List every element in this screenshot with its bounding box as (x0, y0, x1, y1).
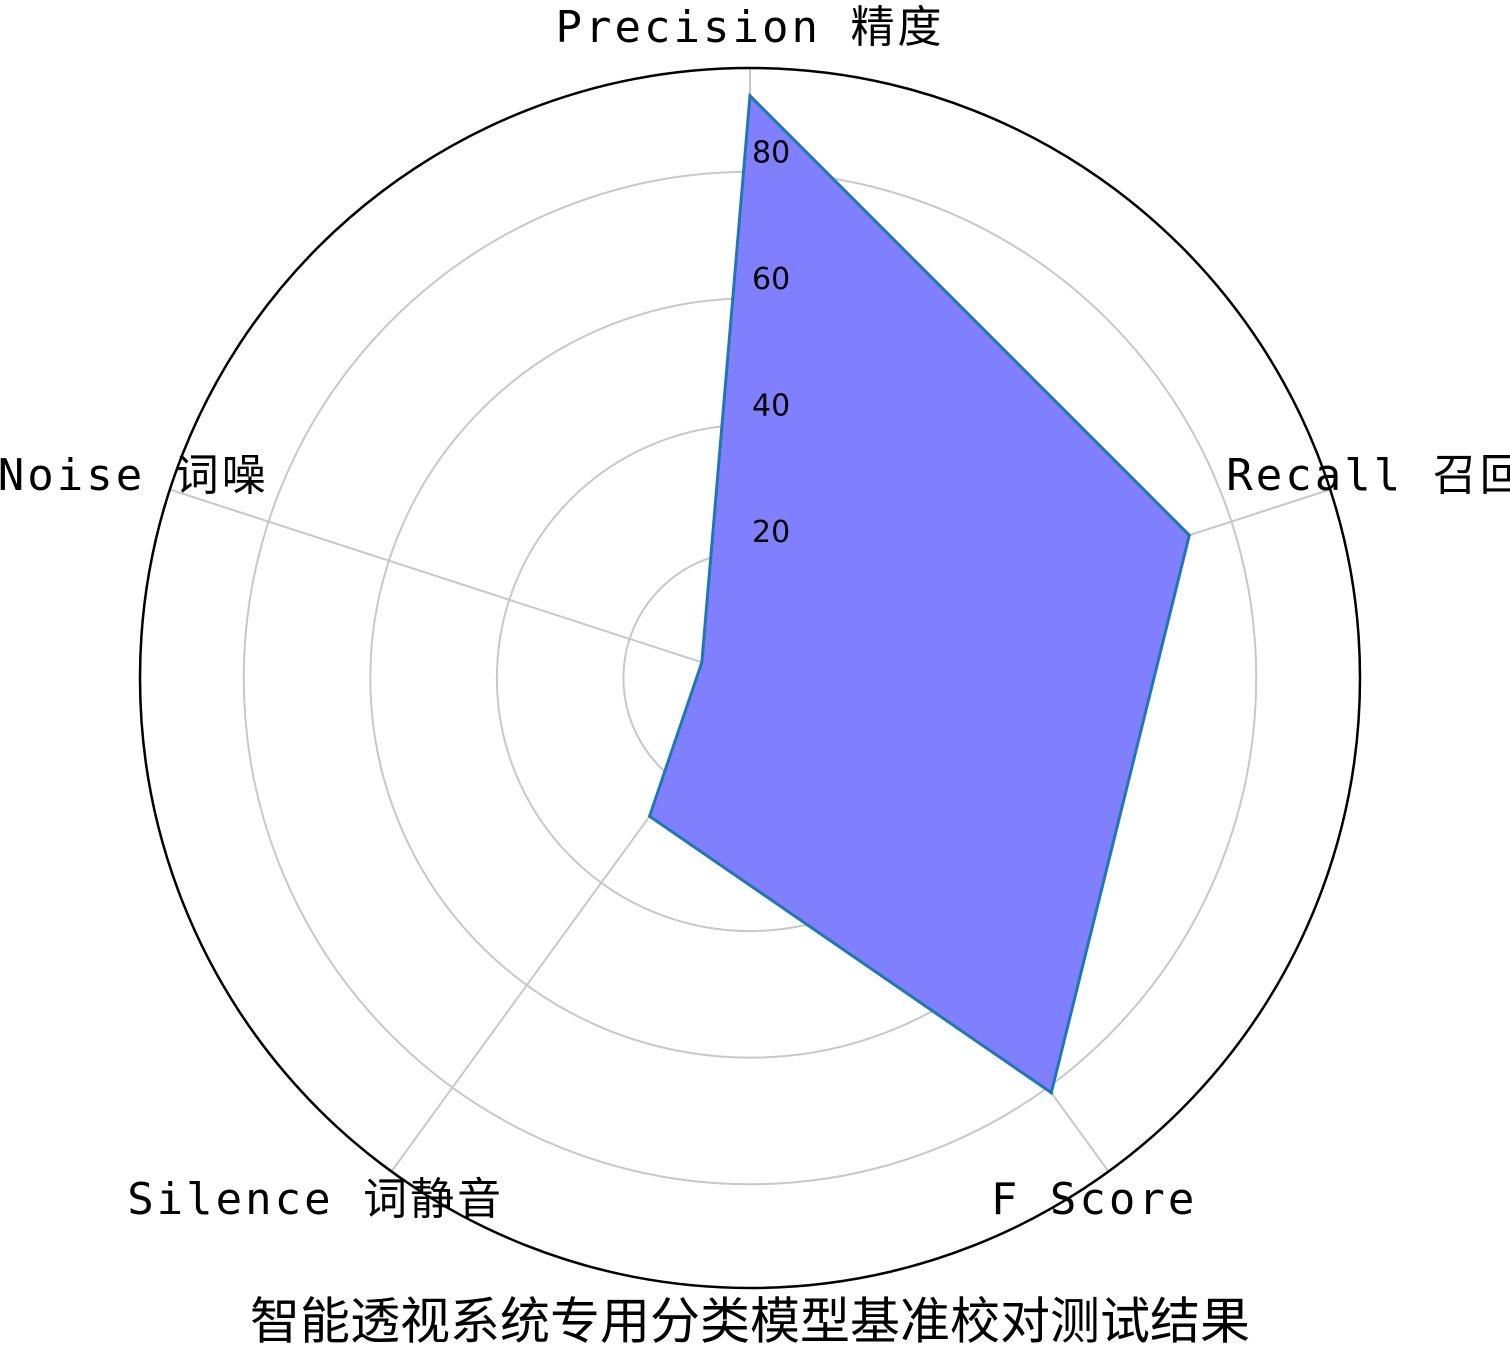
spoke (169, 488, 751, 679)
r-tick-label: 40 (752, 388, 790, 423)
radar-area (647, 92, 1191, 1096)
outer-ring (138, 66, 1362, 1290)
chart-title: 智能透视系统专用分类模型基准校对测试结果 (250, 1293, 1250, 1351)
category-label: Precision 精度 (556, 2, 945, 53)
category-label: Silence 词静音 (127, 1174, 504, 1225)
category-label: F Score (991, 1174, 1197, 1225)
r-tick-label: 80 (752, 135, 790, 170)
radar-vertex (748, 94, 752, 98)
radar-vertex (1049, 1091, 1053, 1095)
radar-vertex (648, 814, 652, 818)
r-tick-label: 60 (752, 262, 790, 297)
radar-vertex (1187, 533, 1191, 537)
category-label: Noise 词噪 (0, 450, 269, 501)
r-tick-label: 20 (752, 515, 790, 550)
category-label: Recall 召回 (1226, 450, 1510, 501)
radar-vertex (700, 660, 704, 664)
